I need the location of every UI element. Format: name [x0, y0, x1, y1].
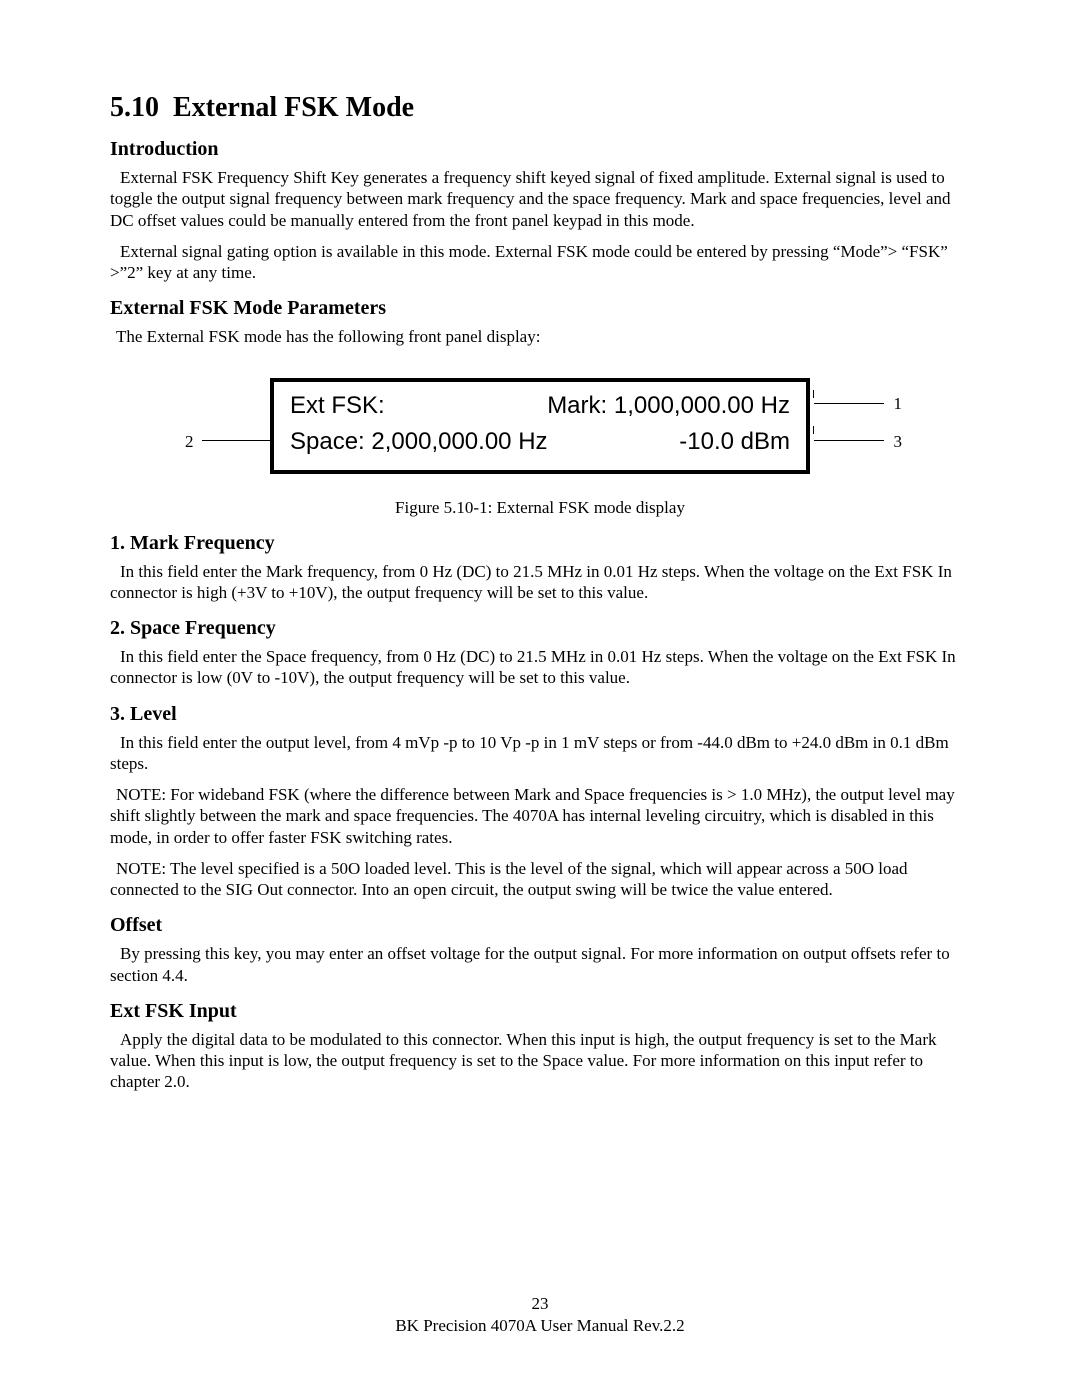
callout-3-tick — [813, 426, 814, 434]
callout-3-line — [814, 440, 884, 441]
callout-1-tick — [813, 390, 814, 398]
offset-body: By pressing this key, you may enter an o… — [110, 943, 970, 986]
intro-heading: Introduction — [110, 138, 970, 161]
section-title-text: External FSK Mode — [173, 92, 414, 123]
section-number: 5.10 — [110, 92, 159, 123]
display-figure: 2 1 3 Ext FSK: Mark: 1,000,000.00 Hz Spa… — [190, 378, 890, 474]
intro-paragraph-2: External signal gating option is availab… — [110, 241, 970, 284]
space-heading: 2. Space Frequency — [110, 617, 970, 640]
callout-3: 3 — [894, 432, 903, 452]
level-body-2: NOTE: For wideband FSK (where the differ… — [110, 784, 970, 848]
space-body: In this field enter the Space frequency,… — [110, 646, 970, 689]
page-footer: 23 BK Precision 4070A User Manual Rev.2.… — [0, 1293, 1080, 1337]
callout-1: 1 — [894, 394, 903, 414]
callout-1-line — [814, 403, 884, 404]
level-heading: 3. Level — [110, 703, 970, 726]
manual-title: BK Precision 4070A User Manual Rev.2.2 — [0, 1315, 1080, 1337]
figure-caption: Figure 5.10-1: External FSK mode display — [110, 498, 970, 518]
section-title: 5.10 External FSK Mode — [110, 92, 970, 124]
offset-heading: Offset — [110, 914, 970, 937]
extin-body: Apply the digital data to be modulated t… — [110, 1029, 970, 1093]
params-intro: The External FSK mode has the following … — [110, 326, 970, 347]
lcd-display: Ext FSK: Mark: 1,000,000.00 Hz Space: 2,… — [270, 378, 810, 474]
callout-2: 2 — [185, 432, 194, 452]
extin-heading: Ext FSK Input — [110, 1000, 970, 1023]
intro-paragraph-1: External FSK Frequency Shift Key generat… — [110, 167, 970, 231]
display-mark-value: Mark: 1,000,000.00 Hz — [547, 388, 790, 424]
mark-heading: 1. Mark Frequency — [110, 532, 970, 555]
page: 5.10 External FSK Mode Introduction Exte… — [0, 0, 1080, 1397]
display-row-1: Ext FSK: Mark: 1,000,000.00 Hz — [290, 388, 790, 424]
level-body-1: In this field enter the output level, fr… — [110, 732, 970, 775]
level-body-3: NOTE: The level specified is a 50O loade… — [110, 858, 970, 901]
params-heading: External FSK Mode Parameters — [110, 297, 970, 320]
callout-2-line — [202, 440, 270, 441]
display-row-2: Space: 2,000,000.00 Hz -10.0 dBm — [290, 424, 790, 460]
display-mode-label: Ext FSK: — [290, 388, 385, 424]
display-level-value: -10.0 dBm — [679, 424, 790, 460]
mark-body: In this field enter the Mark frequency, … — [110, 561, 970, 604]
display-space-value: Space: 2,000,000.00 Hz — [290, 424, 548, 460]
page-number: 23 — [0, 1293, 1080, 1315]
